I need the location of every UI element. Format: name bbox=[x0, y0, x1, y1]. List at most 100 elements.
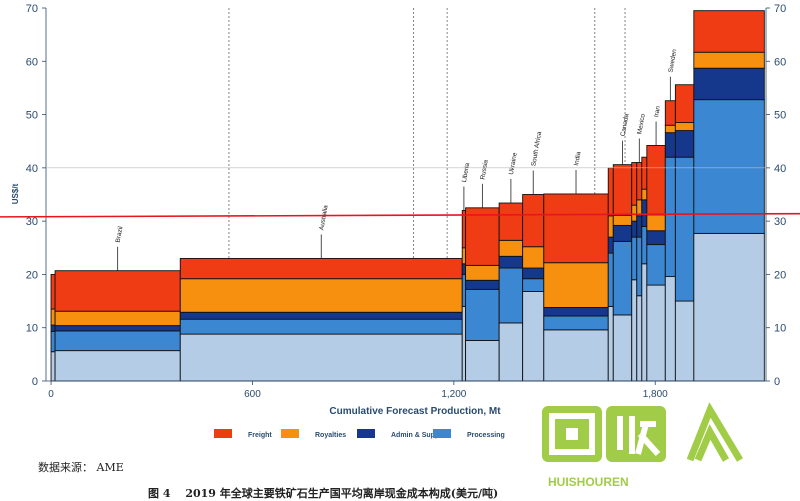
bar-segment-royalties bbox=[664, 124, 676, 134]
bar-segment-processing-base bbox=[179, 333, 463, 382]
bar-segment-admin-support bbox=[461, 263, 467, 275]
bar-segment-freight bbox=[607, 167, 614, 217]
y-tick-label-right: 40 bbox=[774, 163, 786, 175]
legend-label: Freight bbox=[248, 432, 272, 439]
y-tick-label-right: 30 bbox=[774, 216, 786, 228]
bar-segment-processing-base bbox=[636, 295, 643, 382]
y-axis-label: US$/t bbox=[11, 183, 20, 204]
x-tick-label: 600 bbox=[244, 389, 261, 400]
bar-segment-admin-support bbox=[612, 224, 633, 242]
country-label: Australia bbox=[318, 204, 329, 230]
bar-segment-freight bbox=[54, 270, 181, 312]
country-label: Mexico bbox=[636, 113, 647, 135]
x-tick-label: 1,200 bbox=[441, 389, 466, 400]
bar-segment-admin-support bbox=[522, 267, 545, 280]
bar-segment-freight bbox=[465, 207, 500, 266]
bar-segment-admin-support bbox=[607, 236, 614, 254]
x-axis-label: Cumulative Forecast Production, Mt bbox=[329, 406, 501, 417]
bar-segment-processing bbox=[631, 236, 638, 281]
country-label: Iran bbox=[653, 105, 662, 118]
bar-segment-royalties bbox=[641, 188, 648, 201]
bar-segment-processing-base bbox=[461, 305, 467, 382]
bar-segment-admin-support bbox=[664, 132, 676, 158]
bar-segment-processing-base bbox=[607, 305, 614, 382]
bar-segment-royalties bbox=[646, 214, 666, 232]
country-label: India bbox=[573, 151, 582, 166]
bar-segment-royalties bbox=[607, 215, 614, 238]
country-label: South Africa bbox=[530, 131, 543, 167]
bar-segment-royalties bbox=[631, 204, 638, 222]
bar-segment-freight bbox=[631, 162, 638, 206]
bar-segment-admin-support bbox=[636, 215, 643, 238]
bar-segment-admin-support bbox=[543, 307, 609, 317]
bar-segment-processing-base bbox=[498, 322, 524, 382]
bar-segment-processing-base bbox=[54, 350, 181, 382]
bar-segment-freight bbox=[522, 194, 545, 248]
bar-segment-freight bbox=[461, 210, 467, 249]
y-tick-label: 0 bbox=[32, 376, 38, 388]
bar-segment-processing-base bbox=[646, 284, 666, 382]
bar-segment-processing bbox=[179, 318, 463, 335]
y-tick-label: 60 bbox=[26, 56, 38, 68]
bar-segment-admin-support bbox=[50, 324, 56, 332]
y-tick-label: 50 bbox=[26, 110, 38, 122]
bar-segment-processing-base bbox=[50, 351, 56, 382]
bar-segment-royalties bbox=[612, 214, 633, 226]
bar-segment-royalties bbox=[498, 239, 524, 257]
bar-segment-processing-base bbox=[631, 279, 638, 382]
country-label: Ukraine bbox=[508, 152, 519, 176]
bar-segment-freight bbox=[674, 84, 695, 124]
x-tick-label: 1,800 bbox=[643, 389, 668, 400]
bar-segment-freight bbox=[646, 145, 666, 216]
country-label: Liberia bbox=[461, 162, 471, 183]
bar-segment-processing-base bbox=[465, 340, 500, 382]
bar-segment-processing bbox=[54, 330, 181, 352]
y-tick-label: 40 bbox=[26, 163, 38, 175]
bar-segment-admin-support bbox=[631, 220, 638, 238]
source-note: 数据来源： AME bbox=[38, 461, 124, 474]
bar-segment-processing bbox=[498, 267, 524, 324]
bar-segment-processing bbox=[612, 240, 633, 316]
y-tick-label-right: 50 bbox=[774, 110, 786, 122]
figure-caption: 图 4 2019 年全球主要铁矿石生产国平均离岸现金成本构成(美元/吨) bbox=[148, 487, 499, 500]
legend-label: Admin & Support bbox=[391, 432, 449, 439]
bar-segment-processing bbox=[674, 156, 695, 302]
y-tick-label: 70 bbox=[26, 3, 38, 15]
bar-segment-freight bbox=[543, 193, 609, 264]
bar-segment-processing bbox=[543, 315, 609, 331]
y-tick-label-right: 70 bbox=[774, 3, 786, 15]
country-label: Russia bbox=[479, 159, 489, 180]
bar-segment-processing bbox=[465, 288, 500, 341]
bar-segment-admin-support bbox=[641, 199, 648, 227]
bar-segment-admin-support bbox=[179, 311, 463, 320]
country-label: Brazil bbox=[115, 225, 125, 243]
bar-segment-royalties bbox=[674, 122, 695, 132]
bar-segment-royalties bbox=[54, 310, 181, 327]
bar-segment-admin-support bbox=[465, 279, 500, 290]
bar-segment-processing bbox=[607, 252, 614, 307]
country-label: Sweden bbox=[667, 48, 678, 73]
bar-segment-processing-base bbox=[664, 276, 676, 382]
legend: Freight Royalties Admin & Support Processin… bbox=[214, 429, 505, 439]
y-tick-label-right: 20 bbox=[774, 269, 786, 281]
bar-segment-processing-base bbox=[693, 232, 765, 382]
legend-swatch bbox=[433, 429, 451, 438]
legend-label: Royalties bbox=[315, 432, 346, 439]
bar-segment-processing-base bbox=[674, 300, 695, 382]
y-tick-label-right: 60 bbox=[774, 56, 786, 68]
bar-segment-admin-support bbox=[693, 67, 765, 101]
bar-segment-freight bbox=[664, 100, 676, 126]
bar-segment-processing-base bbox=[543, 329, 609, 382]
bar-segment-admin-support bbox=[498, 255, 524, 269]
bar-segment-freight bbox=[179, 257, 463, 280]
legend-label: Processing bbox=[467, 432, 505, 439]
bar-segment-processing bbox=[693, 99, 765, 234]
bar-segment-processing bbox=[50, 330, 56, 353]
watermark-logo: HUISHOUREN bbox=[542, 402, 744, 489]
bar-segment-processing-base bbox=[612, 314, 633, 382]
bars-layer bbox=[50, 8, 765, 382]
bar-segment-processing bbox=[641, 226, 648, 265]
bar-segment-admin-support bbox=[54, 325, 181, 332]
